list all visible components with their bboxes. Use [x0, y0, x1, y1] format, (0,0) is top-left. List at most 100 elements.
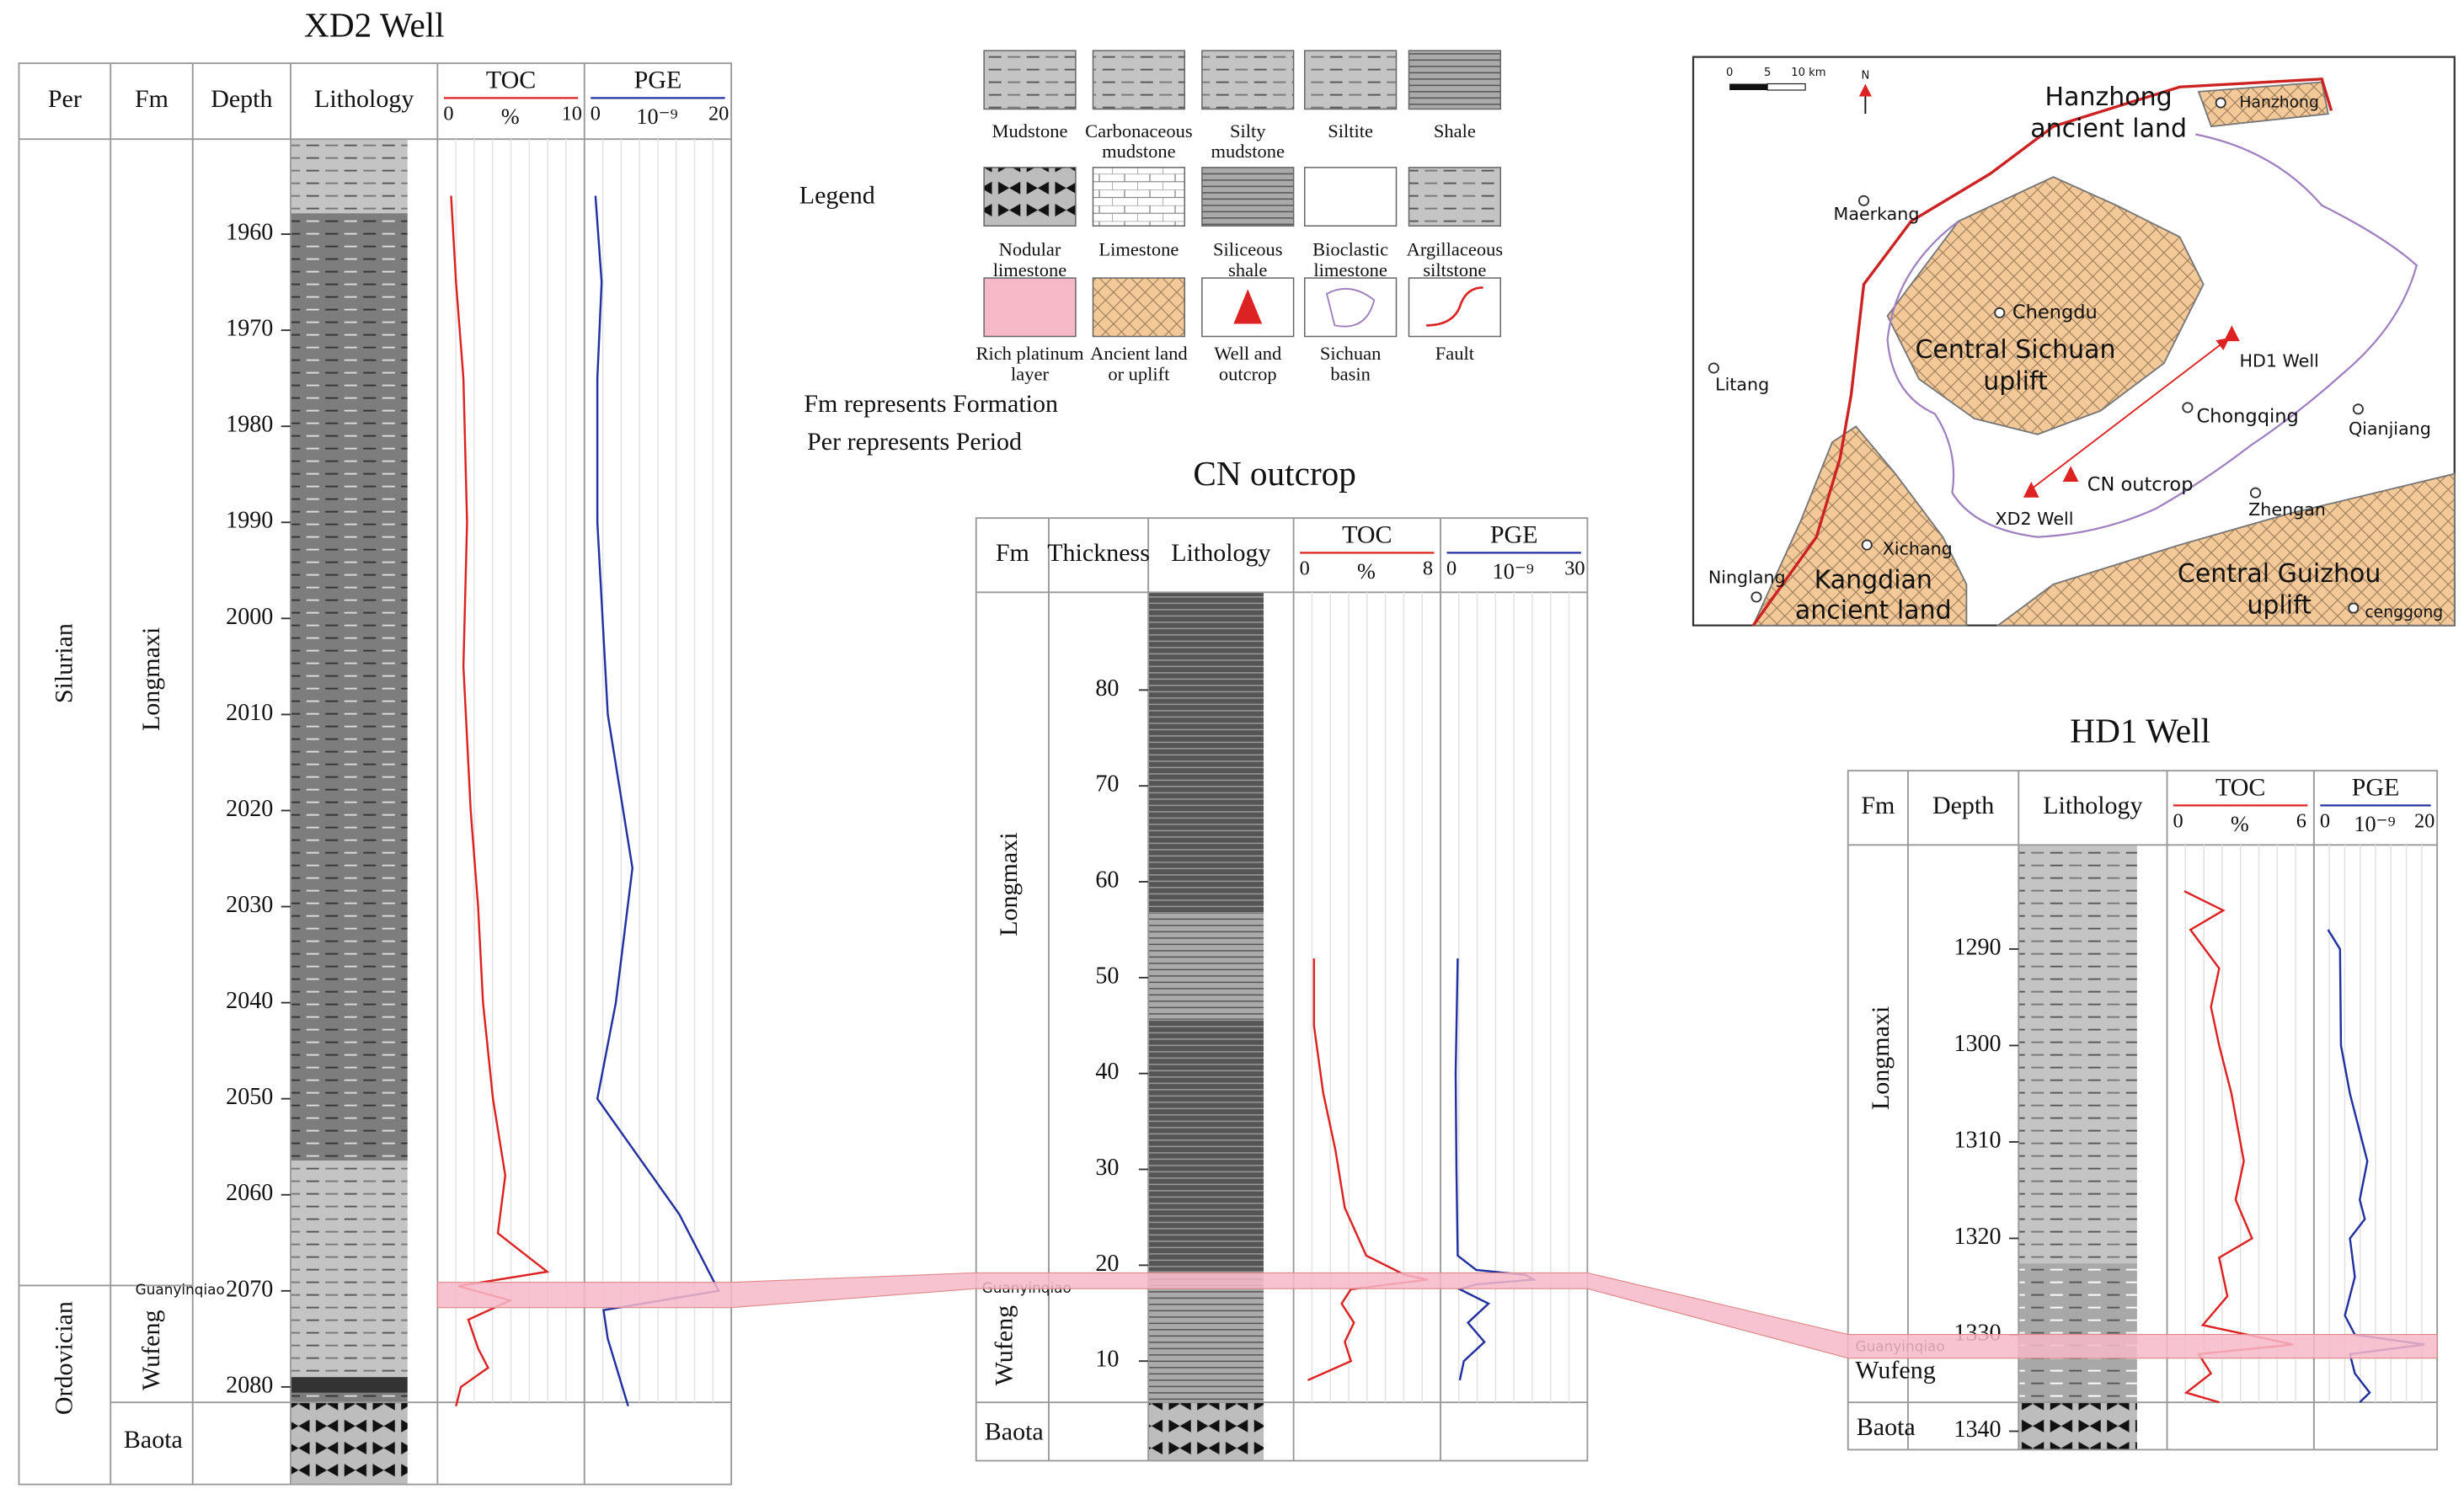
label: 8 [1423, 558, 1433, 580]
toc-curve [450, 195, 550, 1406]
label: Central Sichuan [1915, 335, 2115, 365]
lithology [291, 1161, 408, 1378]
label: 1980 [226, 412, 273, 438]
label: Fm [996, 539, 1029, 567]
label: Shale [1434, 120, 1476, 141]
label: 6 [2296, 810, 2306, 833]
label: 0 [2173, 810, 2183, 833]
label: 10 [562, 103, 582, 125]
label: 30 [1095, 1155, 1119, 1181]
city [2352, 403, 2364, 415]
label: 2020 [226, 796, 273, 822]
rich-platinum-layer [436, 1272, 2438, 1359]
legend-swatch [1201, 50, 1295, 110]
label: 1320 [1954, 1224, 2001, 1250]
label: Guanyinqiao [136, 1281, 225, 1298]
legend-swatch [1092, 277, 1185, 338]
well-symbol [2023, 482, 2039, 498]
label: Chengdu [2012, 301, 2098, 323]
label: 1300 [1954, 1031, 2001, 1057]
label: Silurian [51, 623, 78, 703]
uplift [1886, 176, 2205, 435]
fault [1751, 77, 2333, 627]
label: 40 [1095, 1059, 1119, 1085]
label: limestone [1313, 259, 1387, 280]
label: 70 [1095, 771, 1119, 798]
label: 10 km [1791, 67, 1825, 79]
label: Kangdian [1815, 566, 1932, 595]
label: Baota [985, 1418, 1044, 1446]
label: Ancient land [1090, 343, 1188, 364]
label: Baota [124, 1426, 183, 1454]
city [2182, 402, 2194, 414]
label: Mudstone [992, 120, 1068, 141]
label: Per represents Period [807, 428, 1022, 456]
table-frame [1847, 770, 2439, 1451]
legend-swatch [1304, 50, 1398, 110]
label: uplift [1983, 366, 2048, 396]
well-symbol [2224, 325, 2240, 342]
pge-curve [594, 195, 720, 1406]
label: limestone [993, 259, 1066, 280]
lithology [2018, 1263, 2137, 1403]
label: 10⁻⁹ [636, 104, 677, 129]
label: 1970 [226, 316, 273, 342]
lithology [2018, 845, 2137, 1264]
label: 1310 [1954, 1127, 2001, 1153]
label: CN outcrop [2087, 473, 2194, 495]
label: Rich platinum [975, 343, 1084, 364]
label: 2030 [226, 892, 273, 918]
label: 2010 [226, 700, 273, 726]
label: 80 [1095, 675, 1119, 702]
label: TOC [2215, 774, 2265, 802]
lithology [291, 1377, 408, 1393]
legend-swatch [1201, 167, 1295, 227]
label: 1290 [1954, 934, 2001, 960]
label: Maerkang [1834, 204, 1920, 224]
table-frame [18, 62, 733, 1486]
ancient-land [2197, 81, 2329, 128]
label: Hanzhong [2239, 94, 2318, 112]
lithology [1148, 1018, 1264, 1272]
label: 2000 [226, 604, 273, 630]
label: ancient land [2030, 114, 2187, 143]
label: Litang [1715, 375, 1769, 395]
table-frame [975, 517, 1589, 1462]
label: Sichuan [1320, 343, 1382, 364]
city [1750, 591, 1762, 603]
city [2348, 602, 2360, 614]
label: 10⁻⁹ [1493, 559, 1534, 584]
label: 1340 [1954, 1417, 2001, 1443]
scale-bar [1729, 83, 1768, 90]
legend-swatch [1304, 167, 1398, 227]
scale-bar [1766, 83, 1806, 91]
label: HD1 Well [2239, 351, 2318, 371]
label: PGE [2352, 774, 2400, 802]
label: HD1 Well [2070, 711, 2210, 750]
lithology [1148, 592, 1264, 913]
legend-swatch [1092, 50, 1185, 110]
label: 2040 [226, 988, 273, 1014]
label: 2050 [226, 1084, 273, 1110]
label: XD2 Well [304, 5, 445, 44]
label: Fm represents Formation [804, 390, 1058, 418]
label: 5 [1764, 67, 1771, 79]
label: CN outcrop [1193, 454, 1356, 493]
label: 0 [1300, 558, 1310, 580]
label: Limestone [1098, 238, 1179, 259]
label: outcrop [1219, 364, 1277, 385]
label: layer [1011, 364, 1049, 385]
label: Legend [799, 181, 875, 209]
label: 1960 [226, 220, 273, 246]
pge-curve [2327, 929, 2425, 1404]
label: TOC [1342, 521, 1392, 549]
legend-swatch [983, 167, 1077, 227]
legend-swatch [1092, 167, 1185, 227]
label: Carbonaceous [1085, 120, 1192, 141]
label: uplift [2247, 591, 2312, 621]
label: Wufeng [1855, 1356, 1935, 1384]
label: Chongqing [2196, 406, 2298, 428]
label: 20 [708, 103, 729, 125]
lithology [1148, 1271, 1264, 1403]
basin-outline [1886, 133, 2419, 538]
